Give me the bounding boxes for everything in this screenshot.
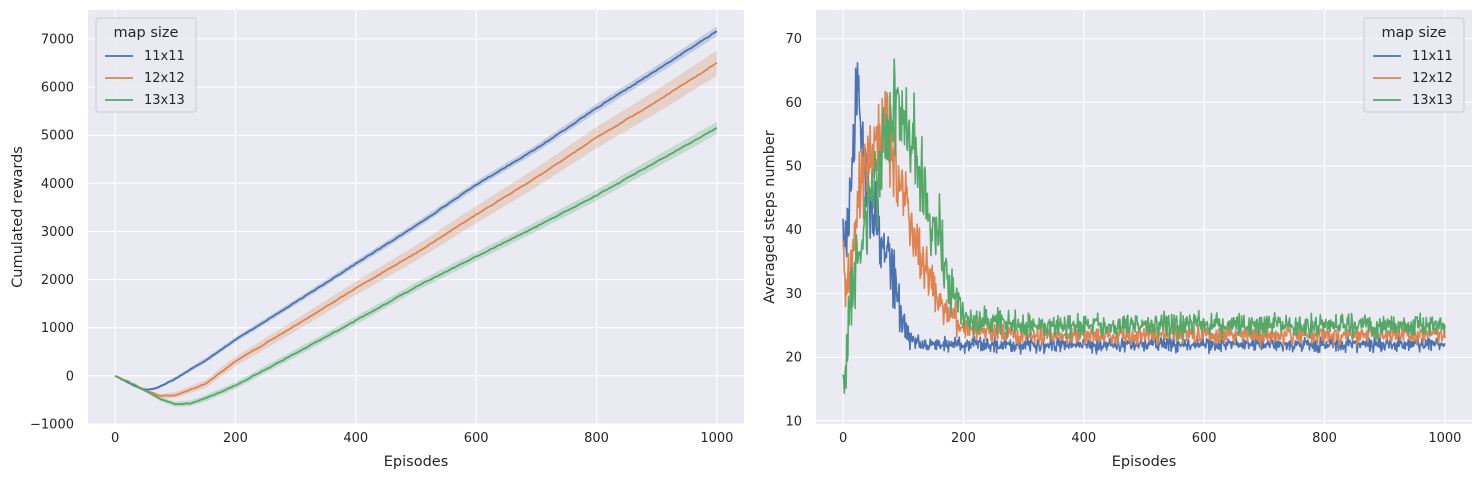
y-tick-label: 50 <box>785 160 802 175</box>
plot-area <box>88 10 744 424</box>
legend-entries: 11x11 12x12 13x13 <box>105 49 185 108</box>
y-tick-label: 3000 <box>41 225 74 240</box>
y-tick-label: 40 <box>785 223 802 238</box>
y-tick-label: 7000 <box>41 32 74 47</box>
y-tick-label: 20 <box>785 351 802 366</box>
x-tick-label: 800 <box>584 431 609 446</box>
legend-label: 11x11 <box>144 49 185 64</box>
y-axis-label: Cumulated rewards <box>10 146 26 288</box>
x-tick-label: 1000 <box>1428 431 1461 446</box>
y-tick-label: 2000 <box>41 273 74 288</box>
x-axis-label: Episodes <box>384 454 449 470</box>
x-tick-label: 800 <box>1312 431 1337 446</box>
series-line-11x11 <box>114 30 718 391</box>
x-tick-label: 400 <box>1071 431 1096 446</box>
y-tick-labels: 10 20 30 40 50 60 70 <box>785 32 802 429</box>
x-tick-label: 400 <box>343 431 368 446</box>
legend-title: map size <box>114 25 179 41</box>
legend-entry-11x11: 11x11 <box>1373 49 1453 64</box>
x-axis-label: Episodes <box>1112 454 1177 470</box>
series-line-12x12 <box>842 90 1446 347</box>
legend-entry-12x12: 12x12 <box>1373 71 1453 86</box>
y-tick-label: 5000 <box>41 129 74 144</box>
series-line-13x13 <box>114 127 718 406</box>
legend-entry-13x13: 13x13 <box>105 93 185 108</box>
y-tick-label: 1000 <box>41 321 74 336</box>
x-tick-label: 0 <box>839 431 847 446</box>
y-tick-label: −1000 <box>30 418 74 433</box>
legend-entry-13x13: 13x13 <box>1373 93 1453 108</box>
legend-entry-11x11: 11x11 <box>105 49 185 64</box>
x-tick-label: 0 <box>111 431 119 446</box>
legend: map size 11x11 12x12 13x13 <box>1363 17 1465 113</box>
y-tick-label: 0 <box>66 369 74 384</box>
x-tick-label: 600 <box>464 431 489 446</box>
y-tick-labels: −1000 0 1000 2000 3000 4000 5000 6000 7000 <box>30 32 74 432</box>
y-tick-label: 4000 <box>41 177 74 192</box>
y-tick-label: 10 <box>785 414 802 429</box>
legend-label: 11x11 <box>1412 49 1453 64</box>
legend-label: 13x13 <box>144 93 185 108</box>
legend-title: map size <box>1382 25 1447 41</box>
x-tick-label: 1000 <box>700 431 733 446</box>
legend-box <box>95 17 197 113</box>
y-tick-label: 30 <box>785 287 802 302</box>
legend-box <box>1363 17 1465 113</box>
y-tick-label: 6000 <box>41 81 74 96</box>
legend-entries: 11x11 12x12 13x13 <box>1373 49 1453 108</box>
legend-label: 12x12 <box>144 71 185 86</box>
y-axis-label: Averaged steps number <box>762 130 778 304</box>
legend-label: 13x13 <box>1412 93 1453 108</box>
series-lines <box>842 58 1446 394</box>
x-tick-label: 200 <box>223 431 248 446</box>
legend: map size 11x11 12x12 13x13 <box>95 17 197 113</box>
x-tick-label: 200 <box>951 431 976 446</box>
y-tick-label: 70 <box>785 32 802 47</box>
averaged-steps-chart: 0 200 400 600 800 1000 10 20 30 40 50 60 70 Episode… <box>762 10 1472 470</box>
legend-label: 12x12 <box>1412 71 1453 86</box>
series-line-11x11 <box>842 62 1446 355</box>
x-tick-label: 600 <box>1192 431 1217 446</box>
y-tick-label: 60 <box>785 96 802 111</box>
cumulated-rewards-chart: 0 200 400 600 800 1000 −1000 0 1000 2000 3000 4000… <box>10 10 744 470</box>
series-line-13x13 <box>842 58 1446 394</box>
series-lines <box>114 30 718 406</box>
legend-entry-12x12: 12x12 <box>105 71 185 86</box>
grid <box>816 10 1472 424</box>
x-tick-labels: 0 200 400 600 800 1000 <box>111 431 734 446</box>
grid <box>88 10 744 425</box>
x-tick-labels: 0 200 400 600 800 1000 <box>839 431 1462 446</box>
series-line-12x12 <box>114 61 718 397</box>
